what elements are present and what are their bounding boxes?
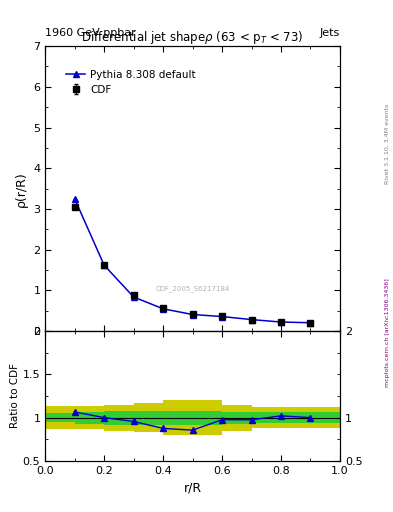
X-axis label: r/R: r/R <box>184 481 202 494</box>
Pythia 8.308 default <box>279 319 283 325</box>
Pythia 8.308 default <box>102 262 107 268</box>
Y-axis label: ρ(r/R): ρ(r/R) <box>15 171 28 206</box>
Pythia 8.308 default <box>72 196 77 202</box>
Text: mcplots.cern.ch [arXiv:1306.3436]: mcplots.cern.ch [arXiv:1306.3436] <box>385 279 389 387</box>
Text: CDF_2005_S6217184: CDF_2005_S6217184 <box>155 285 230 292</box>
Bar <box>45 407 75 429</box>
Bar <box>252 407 281 428</box>
Bar <box>45 413 75 422</box>
Bar <box>75 407 104 429</box>
Pythia 8.308 default <box>249 316 254 323</box>
Bar <box>310 413 340 423</box>
Bar <box>134 403 163 432</box>
Text: Rivet 3.1.10, 3.4M events: Rivet 3.1.10, 3.4M events <box>385 103 389 183</box>
Bar <box>281 407 310 428</box>
Bar <box>193 411 222 424</box>
Pythia 8.308 default <box>131 294 136 300</box>
Pythia 8.308 default <box>161 306 165 312</box>
Legend: Pythia 8.308 default, CDF: Pythia 8.308 default, CDF <box>62 66 200 99</box>
Bar <box>163 400 193 435</box>
Text: Jets: Jets <box>320 28 340 38</box>
Bar <box>163 411 193 424</box>
Bar <box>281 413 310 423</box>
Bar <box>222 404 252 431</box>
Bar <box>222 412 252 423</box>
Bar <box>75 412 104 423</box>
Bar <box>193 400 222 435</box>
Pythia 8.308 default <box>220 313 224 319</box>
Title: Differential jet shape$\rho$ (63 < p$_T$ < 73): Differential jet shape$\rho$ (63 < p$_T$… <box>81 29 304 46</box>
Line: Pythia 8.308 default: Pythia 8.308 default <box>72 196 314 326</box>
Y-axis label: Ratio to CDF: Ratio to CDF <box>10 364 20 429</box>
Bar <box>310 407 340 428</box>
Pythia 8.308 default <box>308 319 313 326</box>
Pythia 8.308 default <box>190 311 195 317</box>
Bar <box>104 411 134 424</box>
Text: 1960 GeV ppbar: 1960 GeV ppbar <box>45 28 136 38</box>
Bar <box>252 413 281 423</box>
Bar <box>134 411 163 424</box>
Bar <box>104 404 134 431</box>
